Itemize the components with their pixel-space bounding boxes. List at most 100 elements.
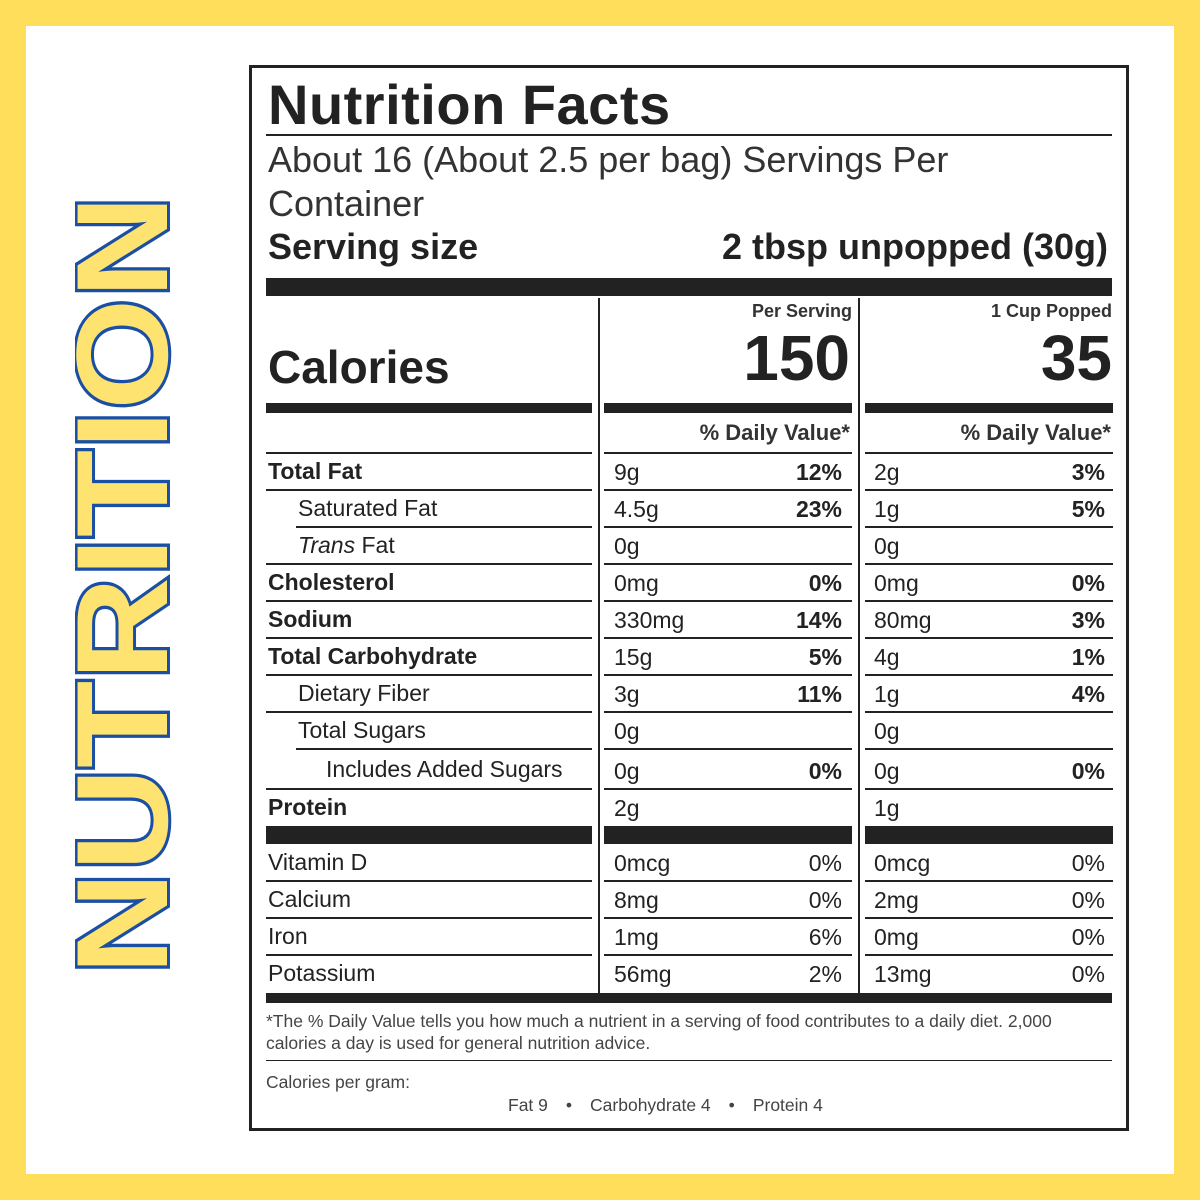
trans-rest: Fat (355, 532, 395, 558)
col2-amount: 0g (874, 533, 900, 559)
col1-dv: 0% (808, 570, 842, 596)
nutrient-name: Trans Fat (298, 532, 395, 559)
vitamin-row-calcium: Calcium 8mg 0% 2mg 0% (252, 882, 1132, 919)
dv-rule-col2 (865, 452, 1113, 454)
col1-dv: 0% (808, 887, 842, 913)
footnote-rule (266, 1060, 1112, 1061)
col2-amount: 80mg (874, 607, 932, 633)
nutrition-facts-label: Nutrition Facts About 16 (About 2.5 per … (249, 65, 1129, 1131)
cpg-carbohydrate: Carbohydrate 4 (590, 1095, 711, 1115)
side-title-graphic: NUTRITION (75, 192, 195, 978)
column-divider-2 (858, 298, 860, 993)
col2-amount: 2mg (874, 887, 919, 913)
footer-bar (266, 993, 1112, 1003)
col2-dv: 1% (1071, 644, 1105, 670)
col1-amount: 0g (614, 533, 640, 559)
title-rule (266, 134, 1112, 136)
calories-per-gram-label: Calories per gram: (266, 1072, 410, 1092)
col1-heading: Per Serving (751, 301, 852, 321)
serving-size-value: 2 tbsp unpopped (30g) (722, 226, 1108, 267)
nutrient-name: Saturated Fat (298, 495, 438, 521)
calories-per-gram-values: Fat 9 • Carbohydrate 4 • Protein 4 (508, 1095, 823, 1116)
nutrient-name: Sodium (268, 606, 353, 632)
nutrient-row-total-carbohydrate: Total Carbohydrate 15g 5% 4g 1% (252, 639, 1132, 676)
col2-dv: 0% (1071, 924, 1105, 950)
calories-bar-col1 (604, 403, 852, 413)
col1-amount: 15g (614, 644, 653, 670)
col1-dv: 23% (795, 496, 842, 522)
col1-dv: 0% (808, 758, 842, 784)
col2-dv: 3% (1071, 607, 1105, 633)
servings-per-container: About 16 (About 2.5 per bag) Servings Pe… (268, 139, 949, 224)
col1-amount: 56mg (614, 961, 672, 987)
vitamin-name: Calcium (268, 886, 352, 912)
vitamin-row-potassium: Potassium 56mg 2% 13mg 0% (252, 956, 1132, 993)
col2-dv: 0% (1071, 961, 1105, 987)
nutrient-row-saturated-fat: Saturated Fat 4.5g 23% 1g 5% (252, 491, 1132, 528)
col1-amount: 3g (614, 681, 640, 707)
serving-bar (266, 278, 1112, 296)
col2-amount: 4g (874, 644, 900, 670)
col2-amount: 1g (874, 681, 900, 707)
calories-bar-left (266, 403, 592, 413)
col2-dv: 5% (1071, 496, 1105, 522)
nutrient-row-trans-fat: Trans Fat 0g 0g (252, 528, 1132, 565)
nutrient-name: Total Carbohydrate (268, 643, 478, 669)
side-title-text: NUTRITION (75, 195, 195, 975)
serving-size-label: Serving size (268, 226, 479, 267)
side-title: NUTRITION (75, 190, 195, 980)
col1-dv: 12% (795, 459, 842, 485)
nutrient-row-sodium: Sodium 330mg 14% 80mg 3% (252, 602, 1132, 639)
nutrient-name: Total Sugars (298, 717, 426, 743)
nutrient-name: Dietary Fiber (298, 680, 430, 706)
cpg-separator: • (728, 1095, 735, 1115)
protein-bar-col2 (865, 826, 1113, 844)
col2-dv: 0% (1071, 758, 1105, 784)
col2-amount: 1g (874, 795, 900, 821)
dv-rule-col1 (604, 452, 852, 454)
col1-dv-heading: % Daily Value* (699, 420, 850, 445)
col1-dv: 14% (795, 607, 842, 633)
cpg-fat: Fat 9 (508, 1095, 548, 1115)
col1-amount: 9g (614, 459, 640, 485)
col2-dv: 0% (1071, 570, 1105, 596)
nutrient-row-added-sugars: Includes Added Sugars 0g 0% 0g 0% (252, 750, 1132, 790)
col2-calories: 35 (1040, 322, 1112, 394)
col2-dv: 4% (1071, 681, 1105, 707)
nutrient-name: Protein (268, 794, 348, 820)
col2-dv: 0% (1071, 850, 1105, 876)
col2-dv: 3% (1071, 459, 1105, 485)
col1-amount: 0g (614, 718, 640, 744)
vitamin-name: Potassium (268, 960, 376, 986)
nutrient-name: Total Fat (268, 458, 363, 484)
col2-amount: 0mg (874, 570, 919, 596)
vitamin-name: Vitamin D (268, 849, 368, 875)
vitamin-row-vitamin-d: Vitamin D 0mcg 0% 0mcg 0% (252, 845, 1132, 882)
label-title: Nutrition Facts (268, 73, 671, 136)
col2-dv: 0% (1071, 887, 1105, 913)
cpg-protein: Protein 4 (752, 1095, 823, 1115)
nutrient-row-total-sugars: Total Sugars 0g 0g (252, 713, 1132, 750)
calories-bar-col2 (865, 403, 1113, 413)
col1-dv: 0% (808, 850, 842, 876)
daily-value-footnote: *The % Daily Value tells you how much a … (266, 1011, 1052, 1053)
cpg-separator: • (565, 1095, 573, 1115)
col2-amount: 0g (874, 758, 900, 784)
nutrient-row-protein: Protein 2g 1g (252, 790, 1132, 827)
col1-amount: 0mg (614, 570, 659, 596)
nutrient-name: Cholesterol (268, 569, 395, 595)
col1-amount: 2g (614, 795, 640, 821)
col2-amount: 1g (874, 496, 900, 522)
dv-rule-left (266, 452, 592, 454)
col1-calories: 150 (743, 322, 850, 394)
col1-amount: 0mcg (614, 850, 671, 876)
col1-dv: 11% (797, 681, 842, 707)
vitamin-name: Iron (268, 923, 308, 949)
col1-amount: 0g (614, 758, 640, 784)
col1-dv: 5% (808, 644, 842, 670)
trans-italic: Trans (298, 532, 356, 558)
col2-amount: 0mg (874, 924, 919, 950)
col2-amount: 13mg (874, 961, 932, 987)
col2-heading: 1 Cup Popped (991, 301, 1112, 321)
col2-amount: 2g (874, 459, 900, 485)
